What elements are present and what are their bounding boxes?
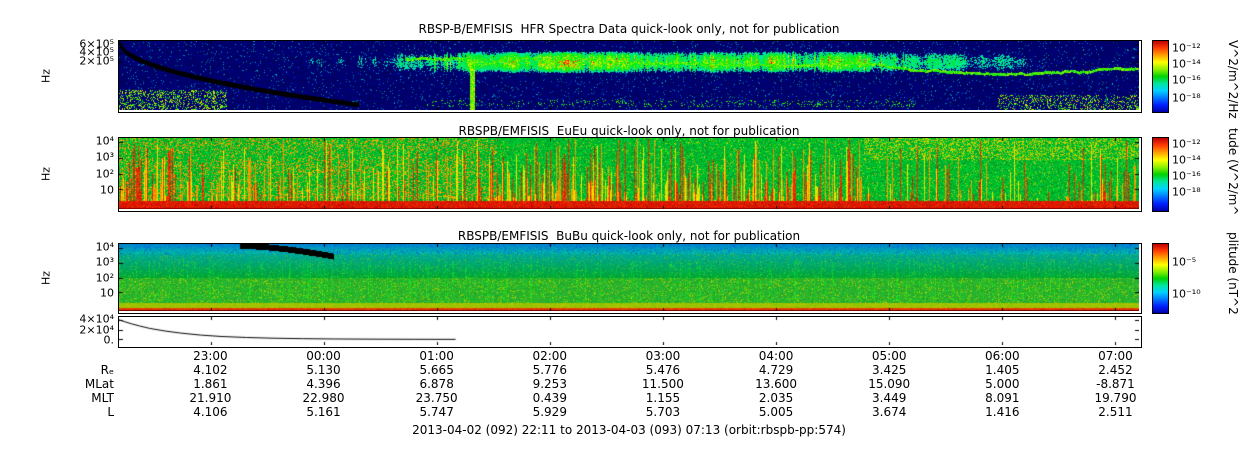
colorbar-eueu (1152, 137, 1169, 212)
y-tick-label: 10 (100, 183, 114, 197)
colorbar-tick-label: 10⁻¹² (1172, 41, 1201, 55)
ephemeris-value: 11.500 (641, 377, 684, 391)
ephemeris-value: 4.729 (758, 363, 794, 377)
spectrogram-eueu-canvas (119, 138, 1139, 209)
time-tick-label: 02:00 (532, 349, 568, 363)
colorbar-tick-label: 10⁻¹⁰ (1172, 287, 1201, 301)
ephemeris-value: 2.511 (1098, 405, 1133, 419)
y-tick-label: 4×10⁴ (79, 312, 114, 326)
ephemeris-value: 19.790 (1094, 391, 1137, 405)
ephemeris-value: 1.405 (985, 363, 1020, 377)
y-tick-label: 10³ (95, 150, 114, 164)
ephemeris-value: 22.980 (302, 391, 345, 405)
panel-title-eueu: RBSPB/EMFISIS EuEu quick-look only, not … (458, 124, 800, 138)
ephemeris-value: 5.665 (419, 363, 454, 377)
ephemeris-value: 5.703 (645, 405, 681, 419)
time-tick-label: 01:00 (419, 349, 454, 363)
spectrogram-bubu (118, 243, 1142, 314)
ephemeris-value: 5.161 (306, 405, 341, 419)
ephemeris-value: 5.130 (306, 363, 341, 377)
colorbar-tick-label: 10⁻¹⁸ (1172, 185, 1201, 199)
colorbar-tick-label: 10⁻¹⁴ (1172, 57, 1201, 71)
ephemeris-value: 5.929 (532, 405, 567, 419)
y-tick-label: 4×10⁵ (79, 45, 114, 59)
ephemeris-row-label: MLT (91, 391, 114, 405)
ephemeris-value: 21.910 (189, 391, 232, 405)
ephemeris-value: 15.090 (868, 377, 911, 391)
colorbar-tick-label: 10⁻¹⁶ (1172, 73, 1201, 87)
y-tick-label: 2×10⁵ (79, 54, 114, 68)
ephemeris-value: 3.449 (872, 391, 907, 405)
ephemeris-row-label: MLat (84, 377, 114, 391)
colorbar-tick-label: 10⁻¹² (1172, 137, 1201, 151)
colorbar-unit-bubu: plitude (nT^2 (1226, 232, 1240, 315)
spectrogram-hfr (118, 40, 1142, 113)
ephemeris-value: 5.005 (758, 405, 794, 419)
colorbar-tick-label: 10⁻¹⁸ (1172, 91, 1201, 104)
colorbar-hfr (1152, 40, 1169, 113)
ephemeris-value: 23.750 (415, 391, 458, 405)
y-axis-label-eueu: Hz (39, 166, 53, 182)
ephemeris-value: 4.396 (306, 377, 341, 391)
ephemeris-value: 1.416 (985, 405, 1020, 419)
y-tick-label: 10² (95, 271, 114, 284)
y-tick-label: 10⁴ (95, 240, 114, 254)
ephemeris-row-label: Rₑ (100, 363, 114, 377)
y-tick-label: 10² (95, 167, 114, 180)
ephemeris-value: 1.861 (193, 377, 228, 391)
y-tick-label: 10³ (95, 255, 114, 269)
ephemeris-value: 4.106 (193, 405, 228, 419)
ephemeris-value: 5.747 (419, 405, 454, 419)
ephemeris-value: 5.476 (645, 363, 681, 377)
time-tick-label: 07:00 (1098, 349, 1133, 363)
y-tick-label: 0. (103, 333, 115, 347)
ephemeris-value: 9.253 (532, 377, 567, 391)
panel-title-hfr: RBSP-B/EMFISIS HFR Spectra Data quick-lo… (418, 22, 840, 36)
ephemeris-value: 6.878 (419, 377, 454, 391)
y-axis-label-hfr: Hz (39, 68, 53, 84)
time-tick-label: 23:00 (193, 349, 228, 363)
ephemeris-value: 2.035 (758, 391, 794, 405)
ephemeris-value: 13.600 (755, 377, 798, 391)
time-tick-label: 03:00 (645, 349, 681, 363)
line-panel (118, 316, 1142, 348)
ephemeris-value: 0.439 (532, 391, 567, 405)
colorbar-tick-label: 10⁻⁵ (1172, 255, 1197, 269)
time-tick-label: 05:00 (871, 349, 907, 363)
ephemeris-value: 2.452 (1098, 363, 1133, 377)
spectrogram-bubu-canvas (119, 244, 1139, 311)
y-tick-label: 2×10⁴ (79, 323, 114, 336)
ephemeris-value: 4.102 (193, 363, 228, 377)
time-tick-label: 06:00 (985, 349, 1020, 363)
ephemeris-value: 3.425 (872, 363, 907, 377)
colorbar-unit-eueu: tude (V^2/m^ (1226, 128, 1240, 216)
ephemeris-value: -8.871 (1096, 377, 1135, 391)
colorbar-bubu (1152, 243, 1169, 314)
y-tick-label: 10 (100, 286, 114, 300)
colorbar-tick-label: 10⁻¹⁶ (1172, 169, 1201, 183)
spectrogram-eueu (118, 137, 1142, 212)
colorbar-tick-label: 10⁻¹⁴ (1172, 153, 1201, 167)
line-panel-canvas (119, 317, 1139, 345)
ephemeris-value: 1.155 (645, 391, 681, 405)
ephemeris-value: 5.776 (532, 363, 567, 377)
y-axis-label-bubu: Hz (39, 270, 53, 286)
ephemeris-value: 8.091 (985, 391, 1020, 405)
panel-title-bubu: RBSPB/EMFISIS BuBu quick-look only, not … (457, 229, 801, 243)
y-tick-label: 6×10⁵ (79, 37, 114, 51)
colorbar-unit-hfr: V^2/m^2/Hz (1226, 40, 1240, 119)
time-range-caption: 2013-04-02 (092) 22:11 to 2013-04-03 (09… (412, 423, 846, 437)
time-tick-label: 00:00 (306, 349, 341, 363)
ephemeris-row-label: L (107, 405, 114, 419)
time-tick-label: 04:00 (758, 349, 794, 363)
ephemeris-value: 5.000 (985, 377, 1020, 391)
ephemeris-value: 3.674 (872, 405, 907, 419)
spectrogram-hfr-canvas (119, 41, 1139, 110)
y-tick-label: 10⁴ (95, 134, 114, 148)
